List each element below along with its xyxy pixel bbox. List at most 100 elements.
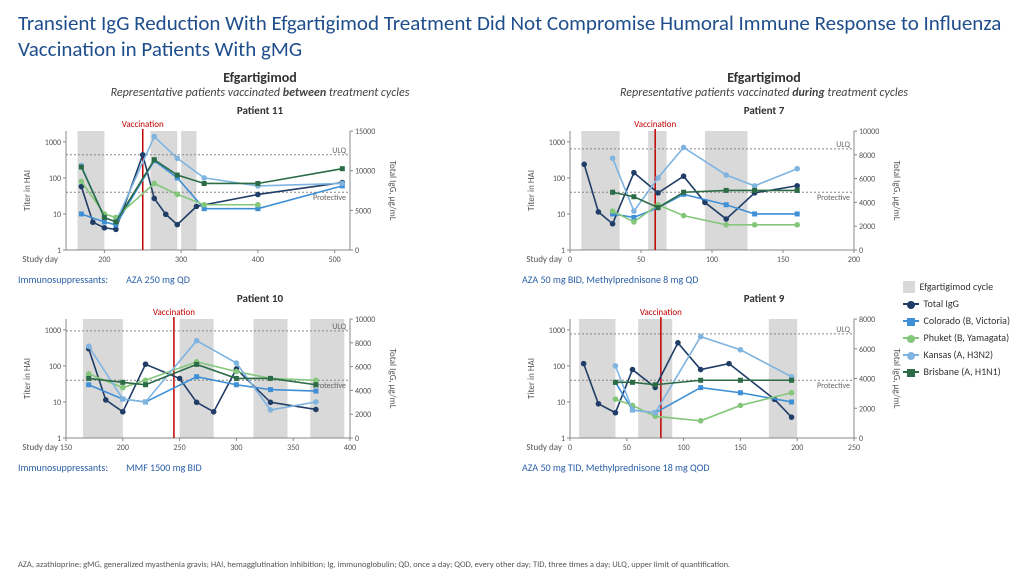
footnote: AZA, azathioprine; gMG, generalized myas… [18,560,1006,570]
chart-p10-immuno: MMF 1500 mg BID [126,461,202,474]
svg-text:ULQ: ULQ [836,324,850,334]
svg-text:1: 1 [57,246,61,256]
col-left-sub: Representative patients vaccinated betwe… [18,86,502,100]
legend-igg: Total IgG [903,297,1010,310]
legend-brisbane: Brisbane (A, H1N1) [903,365,1010,378]
svg-text:200: 200 [98,255,110,265]
svg-text:2000: 2000 [859,404,875,414]
col-right-sub-em: during [792,86,825,100]
chart-p9-immuno: AZA 50 mg TID, Methylprednisone 18 mg QO… [522,461,709,474]
svg-text:150: 150 [734,443,746,453]
svg-text:Titer in HAI: Titer in HAI [526,358,537,399]
svg-text:4000: 4000 [355,386,371,396]
svg-text:1000: 1000 [45,325,61,335]
svg-text:Total IgG, µg/mL: Total IgG, µg/mL [891,160,902,220]
svg-text:Protective: Protective [817,381,850,391]
columns: Efgartigimod Representative patients vac… [18,69,1006,480]
svg-text:8000: 8000 [355,338,371,348]
col-right-sub: Representative patients vaccinated durin… [522,86,1006,100]
col-left-sub-pre: Representative patients vaccinated [111,86,283,100]
svg-text:Titer in HAI: Titer in HAI [526,170,537,211]
svg-text:250: 250 [848,443,860,453]
legend: Efgartigimod cycle Total IgG Colorado (B… [903,280,1010,382]
svg-text:4000: 4000 [859,198,875,208]
svg-text:ULQ: ULQ [332,145,346,155]
svg-text:100: 100 [49,361,61,371]
svg-text:50: 50 [623,443,631,453]
col-right-title: Efgartigimod [522,69,1006,86]
legend-cycle: Efgartigimod cycle [903,280,1010,293]
svg-text:8000: 8000 [859,315,875,325]
svg-text:6000: 6000 [859,174,875,184]
col-right: Efgartigimod Representative patients vac… [522,69,1006,480]
legend-phuket: Phuket (B, Yamagata) [903,331,1010,344]
col-right-sub-post: treatment cycles [825,86,908,100]
svg-text:400: 400 [344,443,356,453]
svg-text:6000: 6000 [859,344,875,354]
svg-text:500: 500 [329,255,341,265]
col-left-title: Efgartigimod [18,69,502,86]
svg-text:350: 350 [287,443,299,453]
chart-p10-svg: 150200250300350400Study day1101001000Tit… [18,305,398,460]
svg-text:10: 10 [53,209,61,219]
svg-text:10: 10 [557,209,565,219]
legend-igg-label: Total IgG [924,297,959,310]
col-left: Efgartigimod Representative patients vac… [18,69,502,480]
immuno-label: Immunosuppressants: [18,273,108,286]
svg-text:Protective: Protective [313,193,346,203]
svg-text:150: 150 [777,255,789,265]
chart-p11-svg: 200300400500Study day1101001000Titer in … [18,117,398,272]
svg-text:Total IgG, µg/mL: Total IgG, µg/mL [891,348,902,408]
svg-text:100: 100 [706,255,718,265]
svg-text:Vaccination: Vaccination [153,307,195,318]
svg-text:Study day: Study day [526,254,563,265]
svg-text:300: 300 [230,443,242,453]
svg-text:2000: 2000 [355,410,371,420]
legend-colorado: Colorado (B, Victoria) [903,314,1010,327]
svg-text:0: 0 [568,255,572,265]
chart-p10-title: Patient 10 [18,292,502,305]
svg-text:0: 0 [859,246,863,256]
chart-p7-title: Patient 7 [522,104,1006,117]
col-left-sub-post: treatment cycles [326,86,409,100]
svg-text:Vaccination: Vaccination [122,119,164,130]
svg-text:0: 0 [568,443,572,453]
svg-text:5000: 5000 [355,206,371,216]
svg-text:Protective: Protective [817,193,850,203]
svg-text:Titer in HAI: Titer in HAI [22,358,33,399]
svg-text:Study day: Study day [526,442,563,453]
svg-text:ULQ: ULQ [836,139,850,149]
chart-p11-immuno: AZA 250 mg QD [126,273,190,286]
svg-text:100: 100 [49,173,61,183]
cycle-swatch [903,281,915,293]
svg-text:50: 50 [637,255,645,265]
svg-text:Vaccination: Vaccination [640,307,682,318]
chart-p9-svg: 050100150200250Study day1101001000Titer … [522,305,902,460]
slide-title: Transient IgG Reduction With Efgartigimo… [18,10,1006,63]
svg-text:Study day: Study day [22,442,59,453]
svg-text:10: 10 [557,397,565,407]
svg-text:1: 1 [561,246,565,256]
svg-text:100: 100 [553,361,565,371]
svg-text:10: 10 [53,397,61,407]
chart-p7: Patient 7 050100150200Study day110100100… [522,104,1006,286]
svg-text:Total IgG, µg/mL: Total IgG, µg/mL [387,160,398,220]
legend-brisbane-label: Brisbane (A, H1N1) [924,365,1001,378]
svg-text:Titer in HAI: Titer in HAI [22,170,33,211]
svg-text:400: 400 [252,255,264,265]
svg-text:1: 1 [57,434,61,444]
svg-text:0: 0 [355,434,359,444]
legend-phuket-label: Phuket (B, Yamagata) [924,331,1010,344]
legend-kansas: Kansas (A, H3N2) [903,348,1010,361]
legend-cycle-label: Efgartigimod cycle [920,280,994,293]
chart-p11: Patient 11 200300400500Study day11010010… [18,104,502,286]
svg-text:2000: 2000 [859,222,875,232]
svg-text:1000: 1000 [45,137,61,147]
col-left-sub-em: between [283,86,326,100]
svg-text:250: 250 [174,443,186,453]
svg-text:10000: 10000 [355,315,375,325]
svg-text:100: 100 [678,443,690,453]
svg-text:4000: 4000 [859,374,875,384]
svg-text:1000: 1000 [549,137,565,147]
chart-p7-immuno: AZA 50 mg BID, Methylprednisone 8 mg QD [522,273,698,286]
